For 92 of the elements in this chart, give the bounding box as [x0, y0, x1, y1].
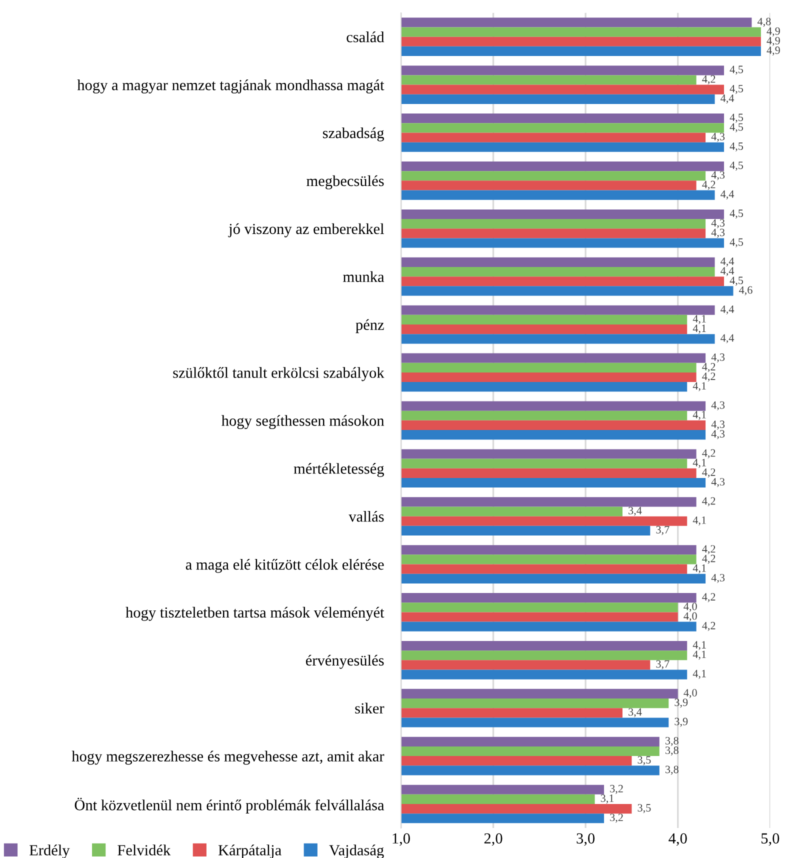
data-label: 4,1	[692, 410, 706, 420]
y-tick-label: hogy segíthessen másokon	[222, 415, 384, 430]
data-label: 3,1	[600, 794, 614, 804]
legend-label: Felvidék	[118, 844, 171, 856]
y-tick-label: szülőktől tanult erkölcsi szabályok	[173, 367, 384, 382]
y-tick-label: vallás	[348, 510, 384, 522]
data-label: 4,3	[711, 401, 725, 410]
data-label: 4,1	[692, 382, 706, 392]
x-tick-label: 1,0	[392, 833, 410, 846]
data-label: 3,5	[638, 756, 651, 766]
y-tick-label: siker	[355, 702, 384, 714]
x-tick-label: 2,0	[484, 833, 502, 846]
data-label: 4,2	[702, 497, 716, 506]
data-label: 4,2	[702, 593, 716, 602]
data-label: 4,3	[711, 228, 725, 238]
y-tick-label: jó viszony az emberekkel	[228, 223, 384, 238]
data-label: 4,2	[702, 545, 716, 554]
data-label: 4,5	[730, 210, 744, 219]
data-label: 4,5	[730, 66, 744, 75]
data-label: 4,4	[720, 306, 734, 315]
data-label: 4,3	[711, 219, 725, 228]
data-label: 4,0	[684, 602, 697, 612]
data-label: 4,1	[692, 315, 706, 324]
x-tick-label: 5,0	[762, 833, 780, 846]
data-label: 4,2	[702, 622, 716, 631]
data-label: 4,9	[766, 36, 780, 46]
data-label: 3,8	[666, 736, 678, 746]
y-tick-label: Önt közvetlenül nem érintő problémák felvállalása	[74, 798, 384, 814]
data-label: 4,1	[692, 564, 706, 574]
data-label: 4,0	[684, 689, 697, 698]
data-label: 4,2	[702, 468, 716, 478]
data-label: 4,5	[730, 238, 744, 248]
data-label: 4,4	[720, 94, 734, 104]
data-label: 4,3	[711, 353, 725, 362]
data-label: 4,1	[692, 650, 706, 660]
y-tick-label: hogy tiszteletben tartsa mások véleményét	[126, 606, 384, 621]
y-tick-label: munka	[343, 271, 384, 282]
data-label: 4,2	[702, 75, 716, 84]
data-label: 4,6	[739, 286, 752, 296]
data-label: 4,3	[711, 478, 725, 488]
data-label: 4,5	[730, 114, 744, 123]
data-label: 4,5	[730, 276, 744, 286]
data-label: 3,7	[656, 526, 670, 536]
data-label: 4,3	[711, 132, 725, 142]
data-label: 4,2	[702, 449, 716, 458]
data-label: 4,3	[711, 420, 725, 430]
data-label: 3,9	[674, 718, 688, 727]
data-label: 4,1	[692, 641, 706, 650]
data-label: 4,1	[692, 670, 706, 679]
data-label: 3,7	[656, 660, 670, 670]
data-label: 4,2	[702, 362, 716, 372]
y-tick-label: szabadság	[322, 127, 384, 142]
data-label: 3,9	[674, 698, 688, 708]
y-tick-label: hogy megszerezhesse és megvehesse azt, amit akar	[72, 750, 384, 765]
data-label: 4,5	[730, 142, 744, 152]
x-tick-label: 3,0	[576, 833, 595, 846]
y-tick-label: mértékletesség	[294, 463, 384, 477]
data-label: 4,9	[766, 46, 780, 56]
data-label: 4,9	[766, 27, 780, 36]
data-label: 4,5	[730, 84, 744, 94]
y-tick-label: pénz	[356, 319, 384, 334]
data-label: 4,1	[692, 516, 706, 526]
data-label: 4,4	[720, 258, 734, 267]
data-label: 3,4	[628, 506, 642, 516]
data-label: 4,1	[692, 458, 706, 468]
data-label: 4,3	[711, 430, 725, 440]
data-label: 4,3	[711, 574, 725, 584]
data-label: 3,2	[610, 784, 623, 794]
data-label: 4,1	[692, 324, 706, 334]
data-label: 4,4	[720, 190, 734, 200]
data-label: 3,2	[610, 814, 623, 823]
data-label: 3,4	[628, 708, 642, 718]
y-tick-label: megbecsülés	[306, 175, 384, 190]
data-label: 4,4	[720, 334, 734, 344]
data-label: 3,8	[666, 766, 678, 775]
data-label: 3,5	[638, 804, 651, 814]
y-tick-label: a maga elé kitűzött célok elérése	[186, 558, 384, 573]
data-label: 4,2	[702, 554, 716, 564]
data-label: 4,2	[702, 372, 716, 382]
data-label: 4,2	[702, 180, 716, 190]
data-label: 4,3	[711, 171, 725, 180]
data-label: 4,0	[684, 612, 697, 622]
x-tick-label: 4,0	[668, 833, 687, 846]
data-label: 4,5	[730, 123, 744, 132]
y-tick-label: érvényesülés	[306, 654, 384, 669]
legend-label: Kárpátalja	[218, 844, 282, 858]
data-label: 4,5	[730, 162, 744, 171]
y-tick-label: hogy a magyar nemzet tagjának mondhassa magát	[77, 79, 384, 94]
y-tick-label: család	[346, 32, 384, 42]
data-label: 4,4	[720, 267, 734, 276]
data-label: 4,8	[757, 18, 771, 27]
data-label: 3,8	[666, 746, 678, 756]
